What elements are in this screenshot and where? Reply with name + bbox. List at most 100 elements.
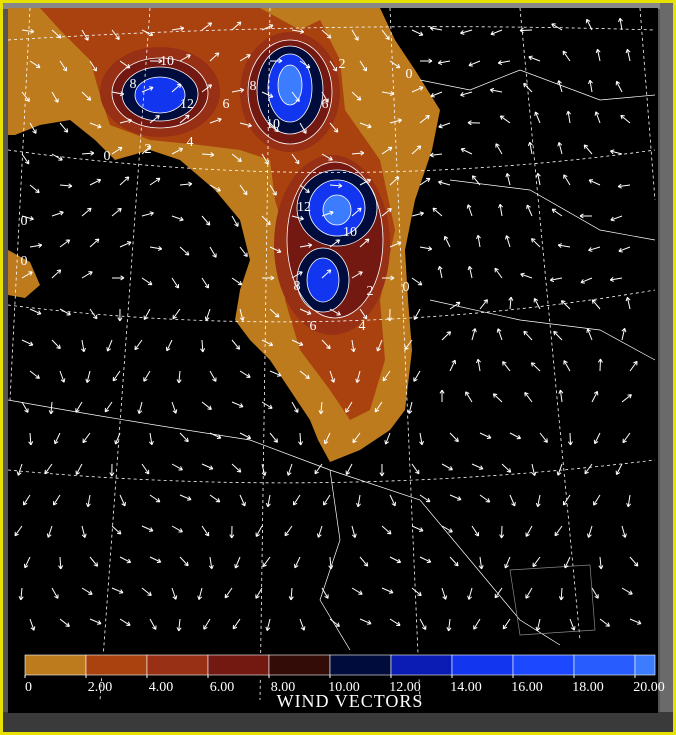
wind-arrow [591, 390, 599, 403]
wind-arrow [293, 556, 301, 569]
wind-arrow [231, 463, 242, 473]
wind-arrow [438, 180, 451, 186]
colorbar-tick-label: 8.00 [271, 680, 296, 695]
wind-arrow [519, 27, 533, 33]
wind-arrow [22, 494, 31, 506]
wind-arrow [59, 183, 73, 189]
wind-arrow [119, 241, 132, 248]
wind-arrow [23, 556, 31, 569]
wind-arrow [209, 184, 221, 192]
wind-arrow [269, 432, 278, 443]
colorbar-segment [207, 654, 270, 676]
wind-arrow [419, 556, 432, 564]
wind-arrow [104, 401, 113, 413]
contour-label: 0 [21, 254, 28, 269]
wind-arrow [593, 494, 601, 506]
wind-arrow [141, 211, 154, 217]
wind-arrow [16, 463, 23, 476]
wind-arrow [351, 271, 363, 279]
contour-label: 6 [223, 97, 230, 112]
wind-arrow [359, 178, 372, 186]
wind-arrow [359, 122, 372, 129]
contour-label: 0 [403, 280, 410, 295]
wind-arrow [255, 587, 263, 599]
wind-arrow [269, 58, 283, 64]
wind-arrow [567, 432, 573, 446]
wind-arrow [625, 296, 631, 310]
wind-arrow [615, 80, 623, 93]
wind-arrow [321, 587, 329, 599]
wind-arrow [21, 215, 34, 221]
colorbar-tick-label: 14.00 [450, 680, 482, 695]
wind-arrow [419, 58, 433, 64]
bevel-bottom [3, 712, 673, 732]
wind-arrow [617, 183, 631, 189]
wind-arrow [620, 114, 631, 124]
wind-arrow [479, 494, 491, 503]
wind-arrow [261, 24, 274, 31]
wind-arrow [554, 525, 563, 537]
wind-arrow [437, 60, 451, 66]
wind-arrow [231, 153, 242, 162]
wind-arrow [438, 122, 451, 129]
wind-arrow [51, 153, 63, 161]
contour-label: 10 [343, 225, 357, 240]
colorbar-tick-label: 18.00 [572, 680, 604, 695]
wind-arrow [441, 331, 452, 341]
wind-arrow [355, 370, 361, 383]
wind-arrow [318, 401, 324, 415]
wind-arrow [389, 618, 401, 626]
wind-arrow [239, 432, 252, 440]
graticule [7, 7, 656, 701]
wind-arrow [89, 238, 100, 248]
wind-arrow [566, 110, 572, 124]
wind-arrow [489, 87, 503, 93]
wind-arrow [530, 362, 541, 372]
wind-arrow [209, 52, 220, 62]
wind-arrow [468, 60, 481, 67]
wind-arrow [51, 210, 64, 217]
wind-arrow [29, 184, 40, 194]
wind-arrow [288, 587, 294, 601]
wind-arrow [499, 525, 505, 539]
boundaries [7, 69, 656, 651]
wind-arrow [557, 80, 563, 93]
contour-label: 12 [297, 200, 311, 215]
wind-arrow [29, 308, 42, 315]
wind-arrow [29, 60, 41, 69]
speed-region [323, 195, 351, 225]
wind-arrow [478, 556, 484, 570]
wind-arrow [329, 60, 338, 72]
wind-arrow [558, 587, 564, 601]
wind-arrow [209, 494, 221, 503]
wind-arrow [525, 525, 533, 537]
wind-arrow [350, 339, 356, 353]
wind-arrow [119, 494, 126, 507]
wind-arrow [495, 143, 503, 155]
wind-arrow [269, 246, 282, 253]
wind-arrow [111, 29, 120, 41]
wind-arrow [411, 525, 424, 532]
wind-arrow [449, 432, 459, 443]
wind-arrow [29, 243, 43, 249]
wind-arrow [352, 432, 361, 444]
wind-arrow [384, 432, 391, 445]
wind-arrow [111, 91, 125, 97]
wind-arrow [59, 370, 66, 383]
wind-arrow [557, 243, 571, 249]
wind-arrow [583, 144, 593, 155]
contour-label: 4 [359, 319, 366, 334]
wind-arrow [261, 215, 271, 226]
wind-arrow [411, 463, 420, 475]
wind-arrow [585, 18, 593, 31]
wind-arrow [321, 339, 331, 350]
wind-arrow [53, 432, 61, 445]
wind-arrow [201, 463, 214, 470]
colorbar-tick-label: 20.00 [633, 680, 665, 695]
wind-arrow [625, 48, 631, 62]
wind-arrow [621, 394, 632, 403]
wind-arrow [618, 17, 623, 31]
wind-arrow [466, 204, 473, 217]
wind-arrow [465, 391, 473, 403]
wind-arrow [51, 91, 59, 103]
